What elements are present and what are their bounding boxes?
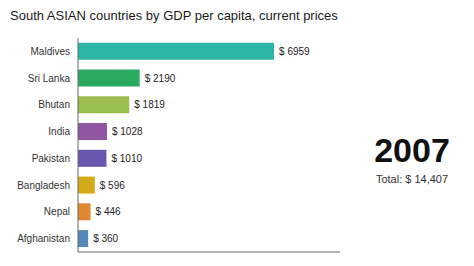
svg-text:Bangladesh: Bangladesh (17, 180, 70, 191)
html-text:Total: $ 14,407: Total: $ 14,407 (375, 173, 449, 185)
svg-text:Pakistan: Pakistan (32, 153, 70, 164)
svg-text:$ 360: $ 360 (93, 233, 118, 244)
html-text:2007: 2007 (374, 131, 450, 169)
svg-text:Afghanistan: Afghanistan (17, 233, 70, 244)
svg-text:$ 446: $ 446 (96, 206, 121, 217)
html-text:South ASIAN countries by GDP p: South ASIAN countries by GDP per capita,… (10, 8, 338, 23)
svg-text:Bhutan: Bhutan (38, 99, 70, 110)
svg-text:$ 6959: $ 6959 (279, 46, 310, 57)
svg-text:Maldives: Maldives (31, 46, 70, 57)
svg-text:Sri Lanka: Sri Lanka (28, 73, 71, 84)
svg-text:Nepal: Nepal (44, 206, 70, 217)
svg-text:$ 596: $ 596 (100, 180, 125, 191)
svg-text:India: India (48, 126, 70, 137)
svg-text:$ 2190: $ 2190 (145, 73, 176, 84)
svg-text:$ 1028: $ 1028 (112, 126, 143, 137)
svg-text:$ 1819: $ 1819 (134, 99, 165, 110)
svg-text:$ 1010: $ 1010 (111, 153, 142, 164)
